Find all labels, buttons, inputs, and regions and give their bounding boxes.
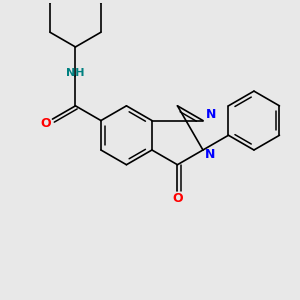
Text: O: O <box>40 117 51 130</box>
Text: N: N <box>206 108 216 121</box>
Text: NH: NH <box>66 68 85 78</box>
Text: O: O <box>172 192 183 205</box>
Text: N: N <box>205 148 215 160</box>
